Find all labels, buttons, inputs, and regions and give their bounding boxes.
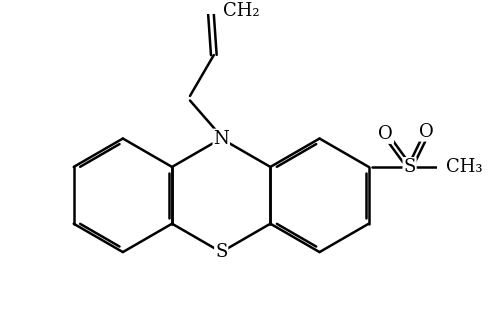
Text: CH₂: CH₂ bbox=[224, 2, 260, 20]
Text: O: O bbox=[378, 125, 393, 143]
Text: N: N bbox=[213, 130, 229, 148]
Text: S: S bbox=[215, 243, 227, 261]
Text: S: S bbox=[403, 158, 416, 176]
Text: CH₃: CH₃ bbox=[446, 158, 483, 176]
Text: O: O bbox=[419, 123, 434, 141]
